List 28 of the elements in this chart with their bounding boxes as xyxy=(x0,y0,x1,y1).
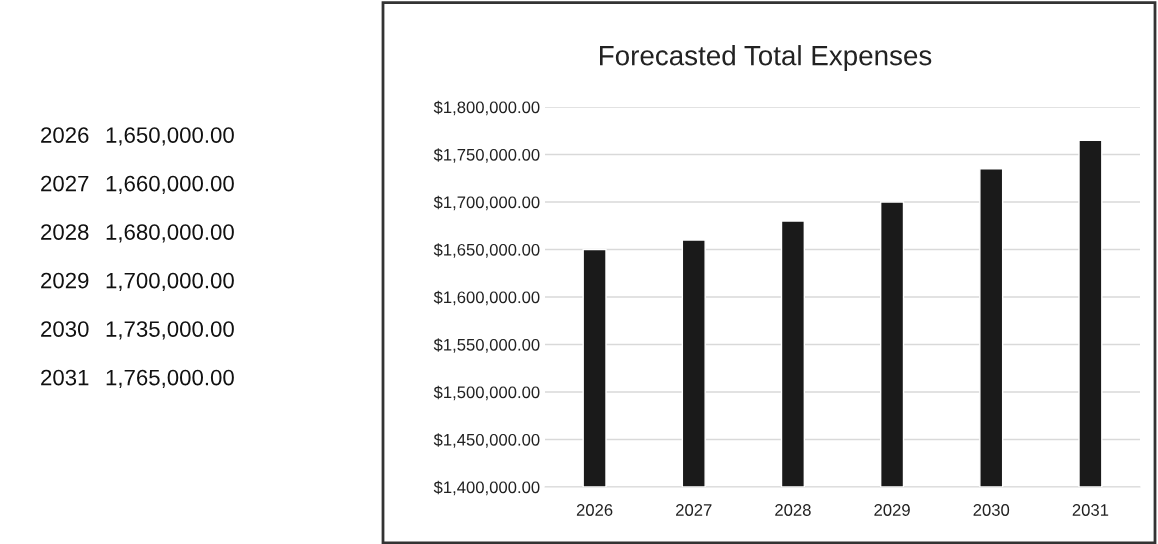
y-tick-label: $1,750,000.00 xyxy=(433,148,540,163)
text: 2028 xyxy=(41,224,89,240)
y-tick-label: $1,400,000.00 xyxy=(433,480,540,496)
text: 1,700,000.00 xyxy=(106,272,234,292)
y-tick-label: $1,700,000.00 xyxy=(433,195,540,211)
x-tick-label: 2031 xyxy=(1072,504,1109,516)
x-tick-label: 2030 xyxy=(973,504,1010,516)
x-tick-label: 2026 xyxy=(576,504,613,516)
text: 2031 xyxy=(41,369,89,386)
x-tick-label: 2027 xyxy=(676,504,712,516)
y-tick-label: $1,650,000.00 xyxy=(433,243,540,258)
text: 1,680,000.00 xyxy=(106,224,234,243)
y-tick-label: $1,600,000.00 xyxy=(433,290,540,306)
text: 1,650,000.00 xyxy=(106,127,234,146)
text: 2030 xyxy=(41,321,89,337)
chart-title: Forecasted Total Expenses xyxy=(600,45,932,71)
x-tick-label: 2028 xyxy=(775,504,811,516)
text: 1,660,000.00 xyxy=(106,175,234,195)
y-tick-label: $1,450,000.00 xyxy=(433,433,540,448)
text: 2029 xyxy=(41,272,89,289)
text: 2027 xyxy=(41,175,89,192)
x-tick-label: 2029 xyxy=(874,504,910,516)
y-tick-label: $1,550,000.00 xyxy=(433,338,540,353)
y-tick-label: $1,500,000.00 xyxy=(433,385,540,401)
text: 1,765,000.00 xyxy=(106,369,234,389)
text: 2026 xyxy=(41,127,89,143)
text: 1,735,000.00 xyxy=(106,321,234,340)
y-tick-label: $1,800,000.00 xyxy=(433,100,540,116)
